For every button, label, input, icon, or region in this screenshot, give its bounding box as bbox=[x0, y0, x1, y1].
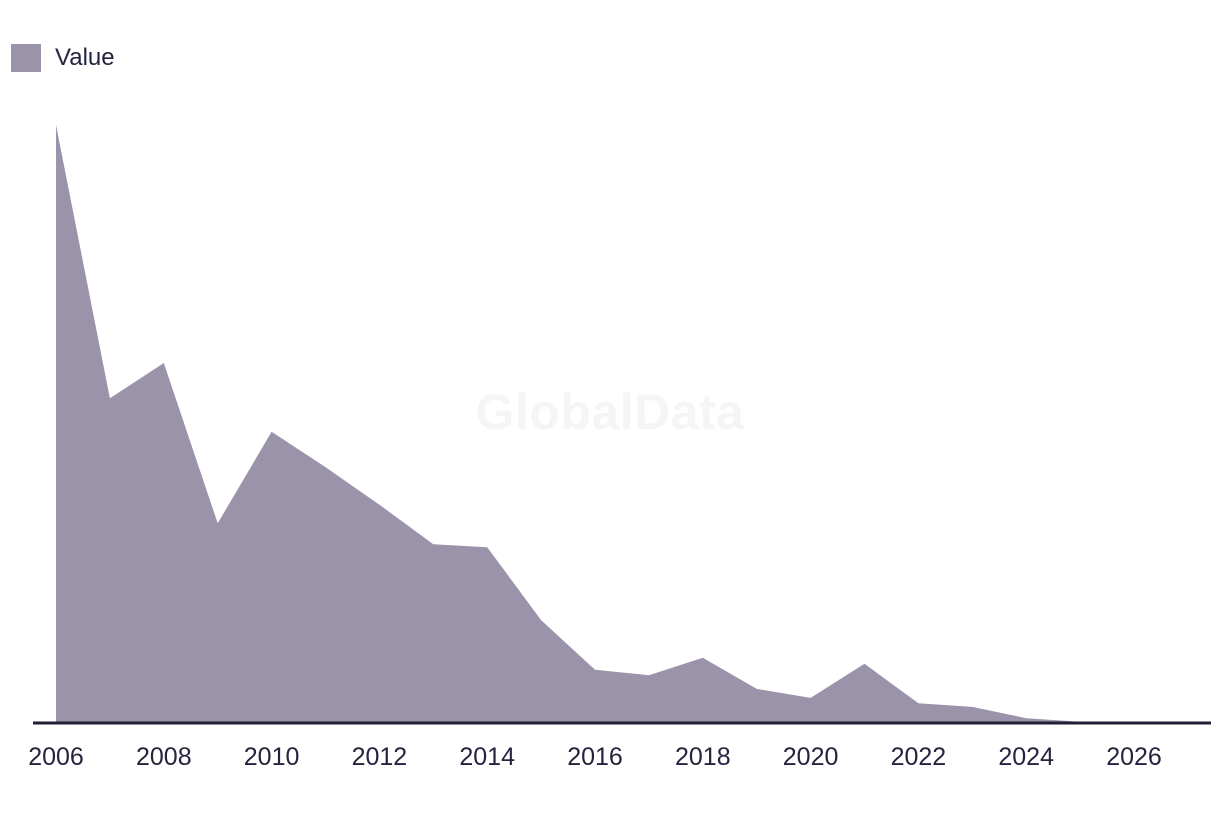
x-axis-tick-label: 2024 bbox=[998, 743, 1054, 771]
legend-item-value[interactable]: Value bbox=[11, 44, 115, 72]
area-series-value[interactable] bbox=[56, 125, 1188, 723]
x-axis-tick-label: 2008 bbox=[135, 743, 192, 771]
x-axis-line bbox=[33, 721, 1211, 725]
x-axis-tick-label: 2016 bbox=[567, 743, 623, 771]
x-axis-tick-label: 2012 bbox=[351, 743, 408, 771]
x-axis-tick-label: 2014 bbox=[459, 743, 515, 771]
x-axis-tick-label: 2010 bbox=[243, 743, 300, 771]
x-axis-tick-label: 2026 bbox=[1106, 743, 1162, 771]
x-axis-tick-label: 2022 bbox=[890, 743, 947, 771]
x-axis-tick-label: 2006 bbox=[28, 743, 84, 771]
legend-label: Value bbox=[55, 44, 115, 71]
legend-swatch-icon bbox=[11, 44, 41, 72]
x-axis-tick-label: 2018 bbox=[674, 743, 731, 771]
x-axis-tick-labels: 2006 2008 2010 2012 2014 2016 2018 2020 2022 2024… bbox=[0, 743, 1220, 773]
x-axis-tick-label: 2020 bbox=[782, 743, 839, 771]
